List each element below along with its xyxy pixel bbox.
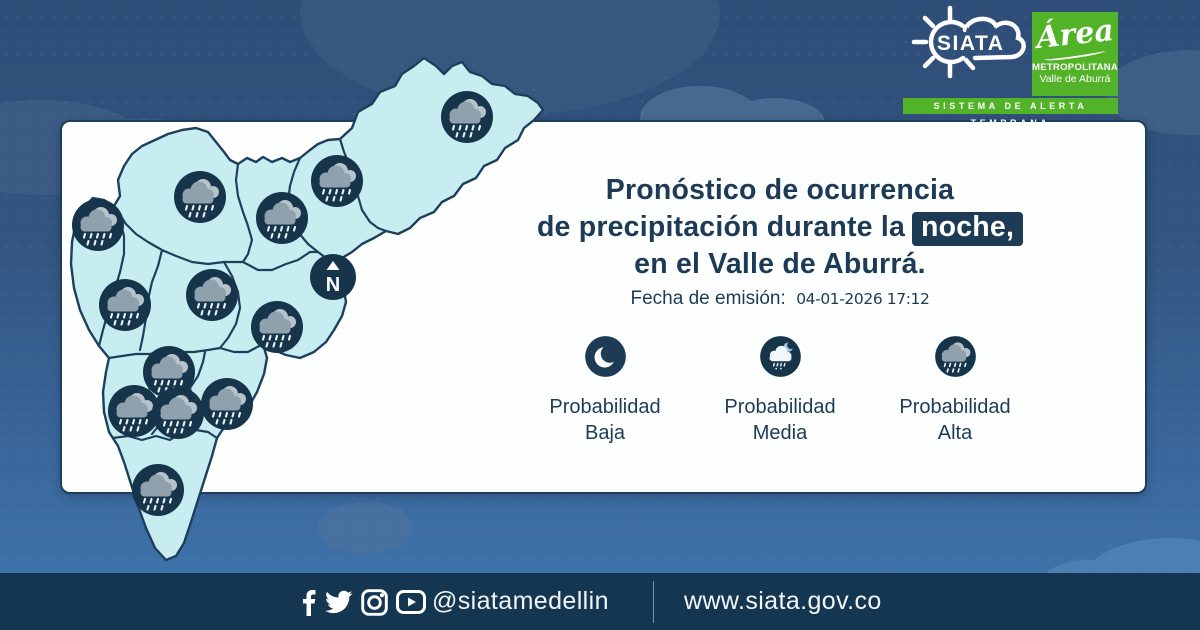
area-logo-script: Área <box>1034 13 1116 56</box>
header-logos: SIATA Área METROPOLITANA Valle de Aburrá… <box>895 0 1125 128</box>
facebook-icon[interactable] <box>301 589 316 616</box>
legend-item-alta: Probabilidad Alta <box>875 333 1035 446</box>
emission-row: Fecha de emisión: 04-01-2026 17:12 <box>520 288 1040 310</box>
siata-logo: SIATA <box>911 5 1026 79</box>
legend-label-baja: Probabilidad Baja <box>549 396 661 444</box>
emission-label: Fecha de emisión: <box>630 288 786 309</box>
legend-label-alta: Probabilidad Alta <box>899 396 1011 444</box>
legend-label-media: Probabilidad Media <box>724 396 836 444</box>
twitter-icon[interactable] <box>324 590 353 615</box>
footer-bar: @siatamedellin www.siata.gov.co <box>0 573 1200 630</box>
social-icons <box>301 588 426 616</box>
title-highlight-noche: noche, <box>912 212 1024 246</box>
emission-datetime: 04-01-2026 17:12 <box>796 290 930 308</box>
title-line3: en el Valle de Aburrá. <box>634 248 926 280</box>
youtube-icon[interactable] <box>396 590 426 614</box>
footer-divider <box>653 581 654 623</box>
cloud-heavy-rain-icon <box>933 335 977 378</box>
moon-icon <box>584 336 626 377</box>
siata-logo-text: SIATA <box>937 32 1004 55</box>
forecast-title: Pronóstico de ocurrencia de precipitació… <box>520 172 1040 283</box>
area-logo-line2: Valle de Aburrá <box>1039 73 1111 85</box>
legend-item-baja: Probabilidad Baja <box>525 333 685 446</box>
website-link[interactable]: www.siata.gov.co <box>684 587 882 615</box>
cloud-drizzle-moon-icon <box>758 335 802 378</box>
alert-system-banner: SISTEMA DE ALERTA TEMPRANA <box>903 98 1118 128</box>
probability-legend: Probabilidad Baja Probabilidad Media Proba… <box>525 333 1035 446</box>
instagram-icon[interactable] <box>361 588 388 616</box>
legend-item-media: Probabilidad Media <box>700 333 860 446</box>
social-handle[interactable]: @siatamedellin <box>432 587 609 615</box>
title-line2: de precipitación durante la <box>536 211 906 243</box>
area-metropolitana-logo: Área METROPOLITANA Valle de Aburrá <box>1032 12 1118 96</box>
area-logo-line1: METROPOLITANA <box>1032 62 1118 73</box>
title-line1: Pronóstico de ocurrencia <box>605 174 955 206</box>
